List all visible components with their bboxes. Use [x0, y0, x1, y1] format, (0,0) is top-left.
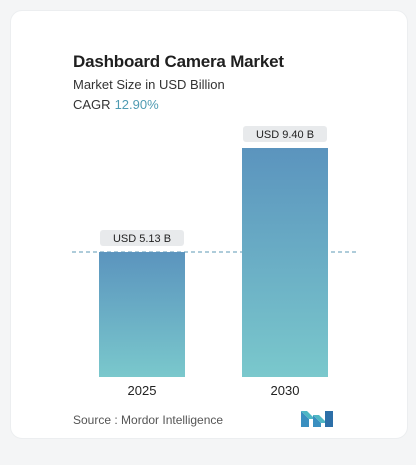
value-label-bg-2030	[243, 126, 327, 142]
cagr-line: CAGR 12.90%	[73, 97, 159, 112]
source-text: Source : Mordor Intelligence	[73, 413, 224, 427]
chart-subtitle: Market Size in USD Billion	[73, 77, 225, 92]
mordor-logo-icon	[301, 411, 333, 427]
bar-2025	[99, 252, 185, 377]
bar-2030	[242, 148, 328, 377]
cagr-label: CAGR	[73, 97, 111, 112]
value-label-2030: USD 9.40 B	[256, 129, 314, 141]
x-tick-label-2030: 2030	[271, 383, 300, 398]
chart-card	[10, 10, 408, 439]
value-label-2025: USD 5.13 B	[113, 233, 171, 245]
chart-title: Dashboard Camera Market	[73, 52, 284, 71]
value-label-bg-2025	[100, 230, 184, 247]
x-tick-label-2025: 2025	[128, 383, 157, 398]
cagr-value: 12.90%	[114, 97, 159, 112]
